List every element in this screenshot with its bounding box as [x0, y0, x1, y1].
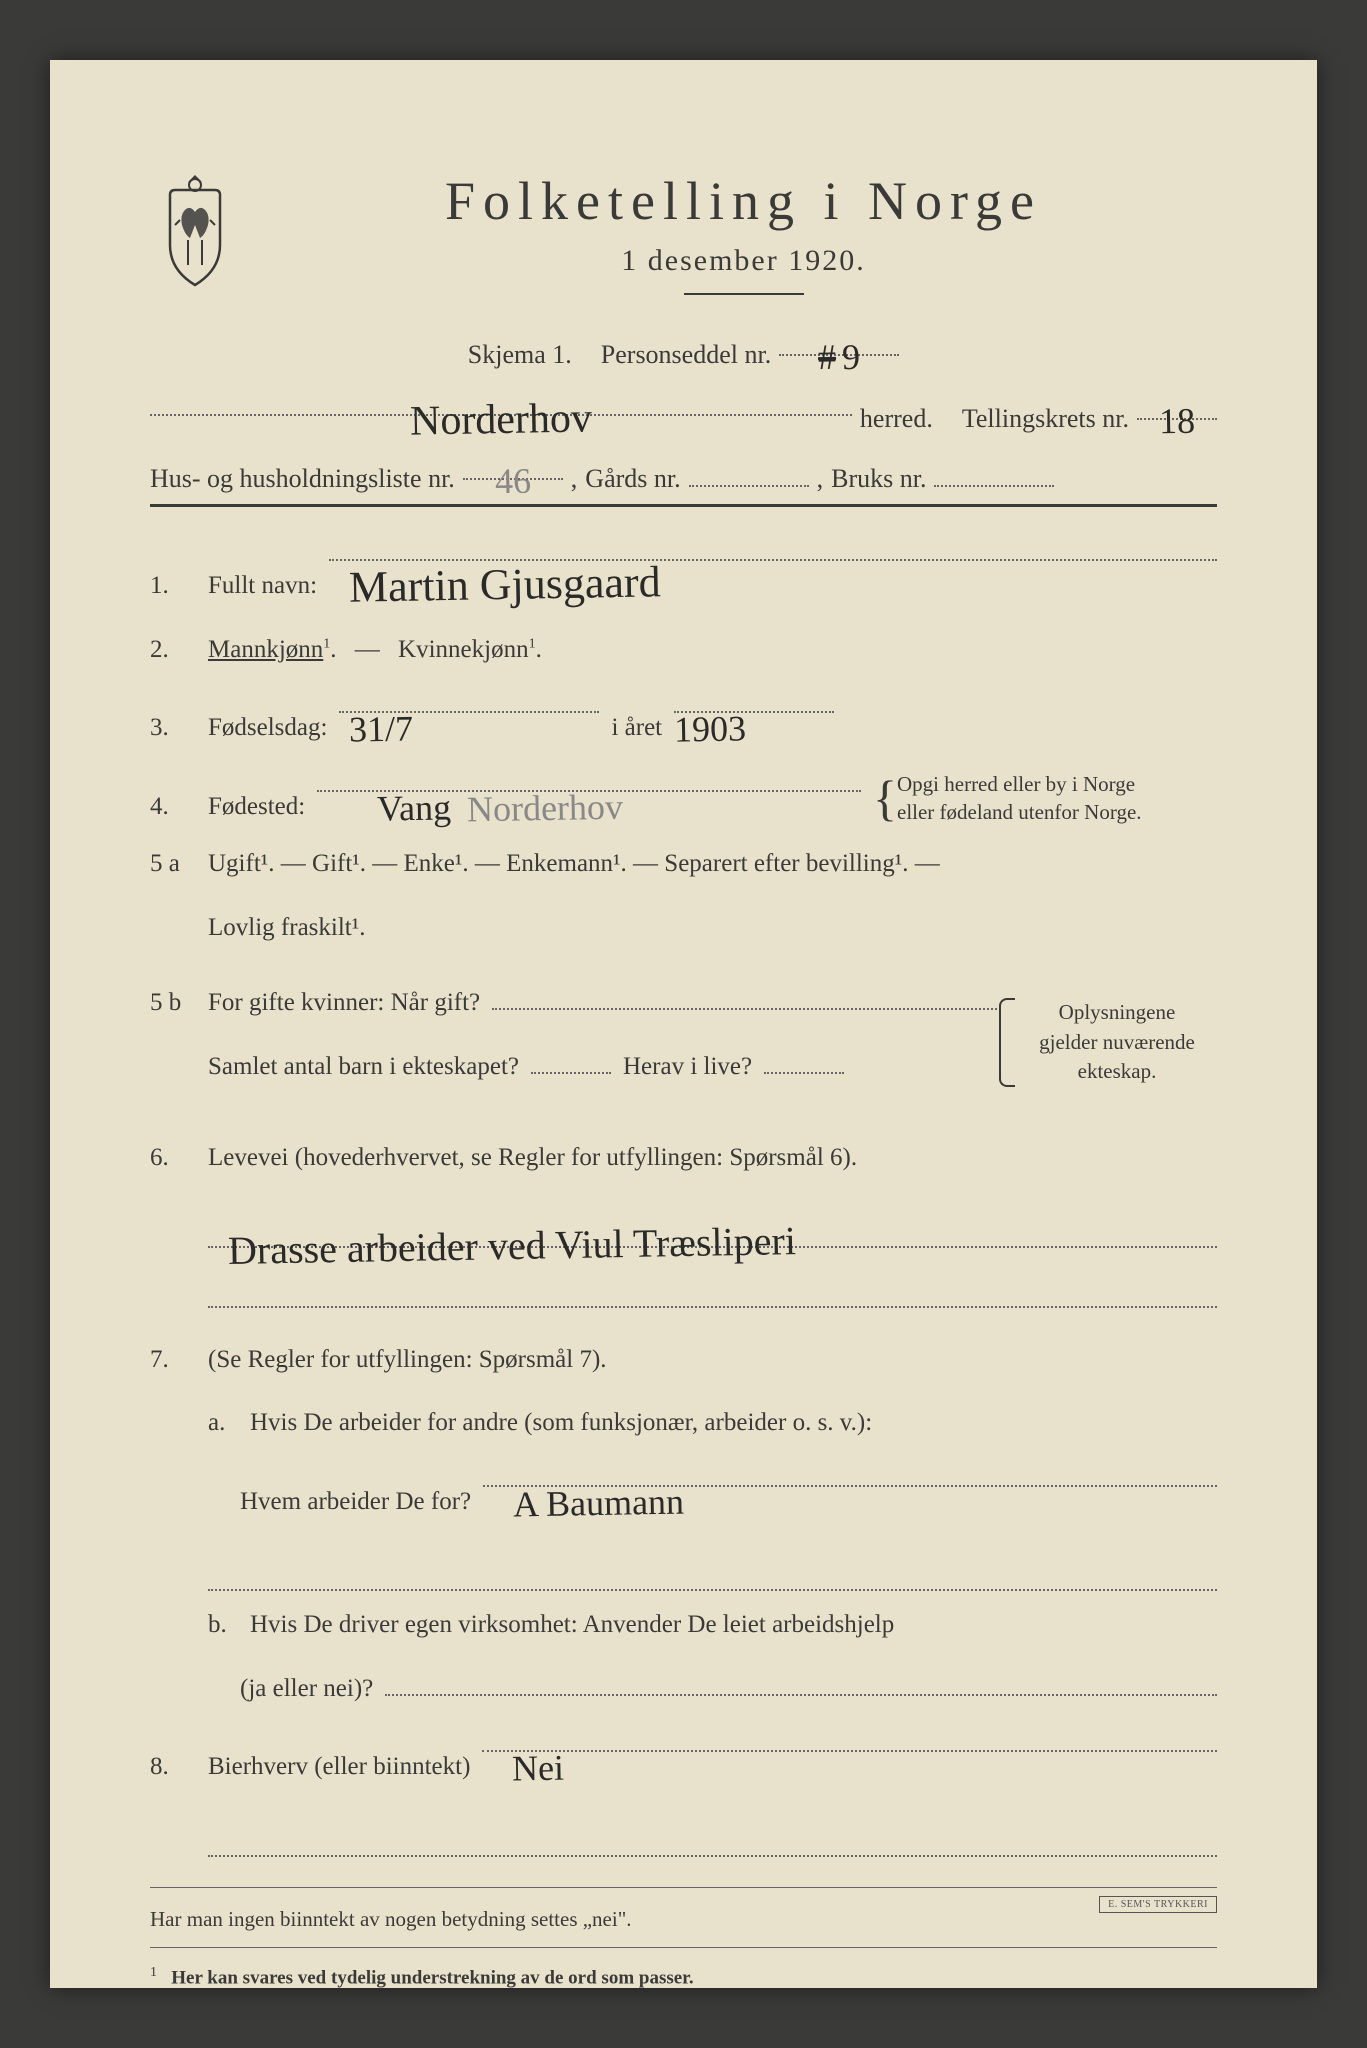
- meta-line-1: Skjema 1. Personseddel nr. # 9: [150, 330, 1217, 370]
- herred-value: Norderhov: [410, 394, 593, 445]
- q6-num: 6.: [150, 1134, 196, 1182]
- q1-num: 1.: [150, 562, 196, 610]
- brace-icon: {: [873, 786, 897, 811]
- question-7b: b. Hvis De driver egen virksomhet: Anven…: [208, 1601, 1217, 1649]
- q5b-label1: For gifte kvinner: Når gift?: [208, 979, 480, 1027]
- main-title: Folketelling i Norge: [270, 170, 1217, 232]
- question-7: 7. (Se Regler for utfyllingen: Spørsmål …: [150, 1336, 1217, 1384]
- question-5b: 5 b For gifte kvinner: Når gift? Samlet …: [150, 979, 1217, 1106]
- question-4: 4. Fødested: Vang Norderhov { Opgi herre…: [150, 768, 1217, 831]
- q5b-label3: Herav i live?: [623, 1043, 752, 1091]
- q2-num: 2.: [150, 626, 196, 674]
- q5a-line2: Lovlig fraskilt¹.: [208, 904, 1217, 952]
- question-7a-line2: Hvem arbeider De for? A Baumann: [240, 1463, 1217, 1526]
- meta-line-3: Hus- og husholdningsliste nr. 46 , Gårds…: [150, 454, 1217, 494]
- q5b-num: 5 b: [150, 979, 196, 1027]
- q7-num: 7.: [150, 1336, 196, 1384]
- q4-value: Vang: [377, 773, 452, 843]
- personseddel-value: 9: [842, 336, 861, 378]
- question-2: 2. Mannkjønn1. — Kvinnekjønn1.: [150, 626, 1217, 674]
- tellingskrets-label: Tellingskrets nr.: [962, 404, 1129, 434]
- bruks-label: Bruks nr.: [831, 464, 926, 494]
- question-7a: a. Hvis De arbeider for andre (som funks…: [208, 1399, 1217, 1447]
- q4-num: 4.: [150, 783, 196, 831]
- question-5a: 5 a Ugift¹. — Gift¹. — Enke¹. — Enkemann…: [150, 840, 1217, 888]
- q7a-num: a.: [208, 1399, 238, 1447]
- q3-year-label: i året: [611, 704, 662, 752]
- tellingskrets-value: 18: [1159, 400, 1196, 443]
- question-1: 1. Fullt navn: Martin Gjusgaard: [150, 537, 1217, 610]
- herred-label: herred.: [860, 404, 933, 434]
- q5b-label2: Samlet antal barn i ekteskapet?: [208, 1043, 519, 1091]
- q3-day: 31/7: [349, 694, 414, 763]
- footnote: 1 Her kan svares ved tydelig understrekn…: [150, 1960, 1217, 1996]
- q7a-label2: Hvem arbeider De for?: [240, 1478, 471, 1526]
- q6-value-line: Drasse arbeider ved Viul Træsliperi: [208, 1198, 1217, 1248]
- q1-value: Martin Gjusgaard: [348, 540, 661, 629]
- q5a-num: 5 a: [150, 840, 196, 888]
- question-8: 8. Bierhverv (eller biinntekt) Nei: [150, 1728, 1217, 1791]
- q4-value2: Norderhov: [467, 772, 624, 843]
- personseddel-struck: #: [818, 336, 837, 378]
- q7a-blank-line: [208, 1541, 1217, 1591]
- q3-label: Fødselsdag:: [208, 704, 327, 752]
- q8-label: Bierhverv (eller biinntekt): [208, 1743, 470, 1791]
- printer-stamp: E. SEM'S TRYKKERI: [1099, 1896, 1217, 1913]
- q7b-label2: (ja eller nei)?: [240, 1665, 373, 1713]
- q4-note: Opgi herred eller by i Norge eller fødel…: [897, 771, 1217, 826]
- q3-num: 3.: [150, 704, 196, 752]
- question-7b-line2: (ja eller nei)?: [240, 1665, 1217, 1713]
- q2-male: Mannkjønn1.: [208, 626, 337, 674]
- q4-label: Fødested:: [208, 783, 305, 831]
- husliste-label: Hus- og husholdningsliste nr.: [150, 464, 455, 494]
- section-divider: [150, 504, 1217, 507]
- q5a-options: Ugift¹. — Gift¹. — Enke¹. — Enkemann¹. —…: [208, 840, 940, 888]
- census-form-page: Folketelling i Norge 1 desember 1920. Sk…: [50, 60, 1317, 1988]
- personseddel-label: Personseddel nr.: [601, 340, 771, 370]
- q8-value: Nei: [512, 1734, 565, 1803]
- subtitle: 1 desember 1920.: [270, 244, 1217, 278]
- q7a-label: Hvis De arbeider for andre (som funksjon…: [250, 1399, 872, 1447]
- question-6: 6. Levevei (hovederhvervet, se Regler fo…: [150, 1134, 1217, 1182]
- q6-blank-line: [208, 1258, 1217, 1308]
- norwegian-crest-icon: [150, 170, 240, 290]
- questions-section: 1. Fullt navn: Martin Gjusgaard 2. Mannk…: [150, 537, 1217, 1997]
- form-meta-section: Skjema 1. Personseddel nr. # 9 Norderhov…: [150, 330, 1217, 494]
- footer-rule: [150, 1887, 1217, 1888]
- q2-female: Kvinnekjønn1.: [398, 626, 542, 674]
- gards-label: Gårds nr.: [585, 464, 680, 494]
- q1-label: Fullt navn:: [208, 562, 317, 610]
- q8-num: 8.: [150, 1743, 196, 1791]
- question-3: 3. Fødselsdag: 31/7 i året 1903: [150, 689, 1217, 752]
- q7b-num: b.: [208, 1601, 238, 1649]
- form-header: Folketelling i Norge 1 desember 1920.: [150, 170, 1217, 295]
- title-underline: [684, 293, 804, 295]
- q8-blank-line: [208, 1807, 1217, 1857]
- footnote-rule: [150, 1947, 1217, 1948]
- q7b-label: Hvis De driver egen virksomhet: Anvender…: [250, 1601, 894, 1649]
- husliste-value: 46: [494, 460, 531, 503]
- skjema-label: Skjema 1.: [468, 340, 572, 370]
- q7-label: (Se Regler for utfyllingen: Spørsmål 7).: [208, 1336, 607, 1384]
- q6-label: Levevei (hovederhvervet, se Regler for u…: [208, 1134, 857, 1182]
- title-block: Folketelling i Norge 1 desember 1920.: [270, 170, 1217, 295]
- footer-note: Har man ingen biinntekt av nogen betydni…: [150, 1900, 1217, 1940]
- q3-year: 1903: [674, 694, 747, 764]
- meta-line-2: Norderhov herred. Tellingskrets nr. 18: [150, 390, 1217, 434]
- q7a-value: A Baumann: [513, 1467, 685, 1538]
- q5b-note: Oplysningene gjelder nuværende ekteskap.: [1017, 998, 1217, 1086]
